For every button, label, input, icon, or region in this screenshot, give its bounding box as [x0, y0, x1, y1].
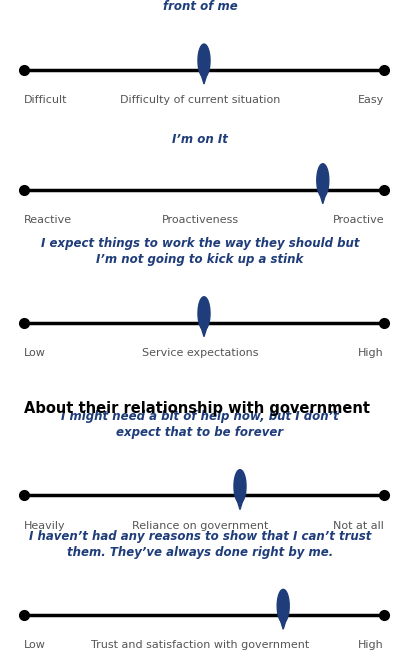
Text: High: High [358, 348, 384, 358]
Text: Difficult: Difficult [24, 95, 68, 105]
Text: Service expectations: Service expectations [142, 348, 258, 358]
Text: Low: Low [24, 348, 46, 358]
Polygon shape [277, 589, 289, 622]
Polygon shape [318, 186, 328, 203]
Text: Not at all: Not at all [333, 521, 384, 531]
Text: About their relationship with government: About their relationship with government [24, 400, 370, 416]
Text: I haven’t had any reasons to show that I can’t trust
them. They’ve always done r: I haven’t had any reasons to show that I… [29, 529, 371, 559]
Text: Proactive: Proactive [332, 215, 384, 225]
Text: Trust and satisfaction with government: Trust and satisfaction with government [91, 640, 309, 650]
Polygon shape [235, 492, 245, 509]
Text: Reactive: Reactive [24, 215, 72, 225]
Polygon shape [199, 66, 209, 84]
Text: Easy: Easy [358, 95, 384, 105]
Text: Reliance on government: Reliance on government [132, 521, 268, 531]
Text: I expect things to work the way they should but
I’m not going to kick up a stink: I expect things to work the way they sho… [41, 237, 359, 266]
Polygon shape [278, 612, 288, 629]
Polygon shape [198, 44, 210, 77]
Polygon shape [198, 297, 210, 330]
Polygon shape [199, 319, 209, 336]
Text: Difficulty of current situation: Difficulty of current situation [120, 95, 280, 105]
Text: I might need a bit of help now, but I don’t
expect that to be forever: I might need a bit of help now, but I do… [61, 410, 339, 439]
Text: Proactiveness: Proactiveness [162, 215, 238, 225]
Polygon shape [317, 164, 329, 197]
Text: Low: Low [24, 640, 46, 650]
Text: Life’s going fine, I just deal with what’s in
front of me: Life’s going fine, I just deal with what… [60, 0, 340, 13]
Polygon shape [234, 469, 246, 503]
Text: I’m on It: I’m on It [172, 133, 228, 146]
Text: High: High [358, 640, 384, 650]
Text: Heavily: Heavily [24, 521, 66, 531]
